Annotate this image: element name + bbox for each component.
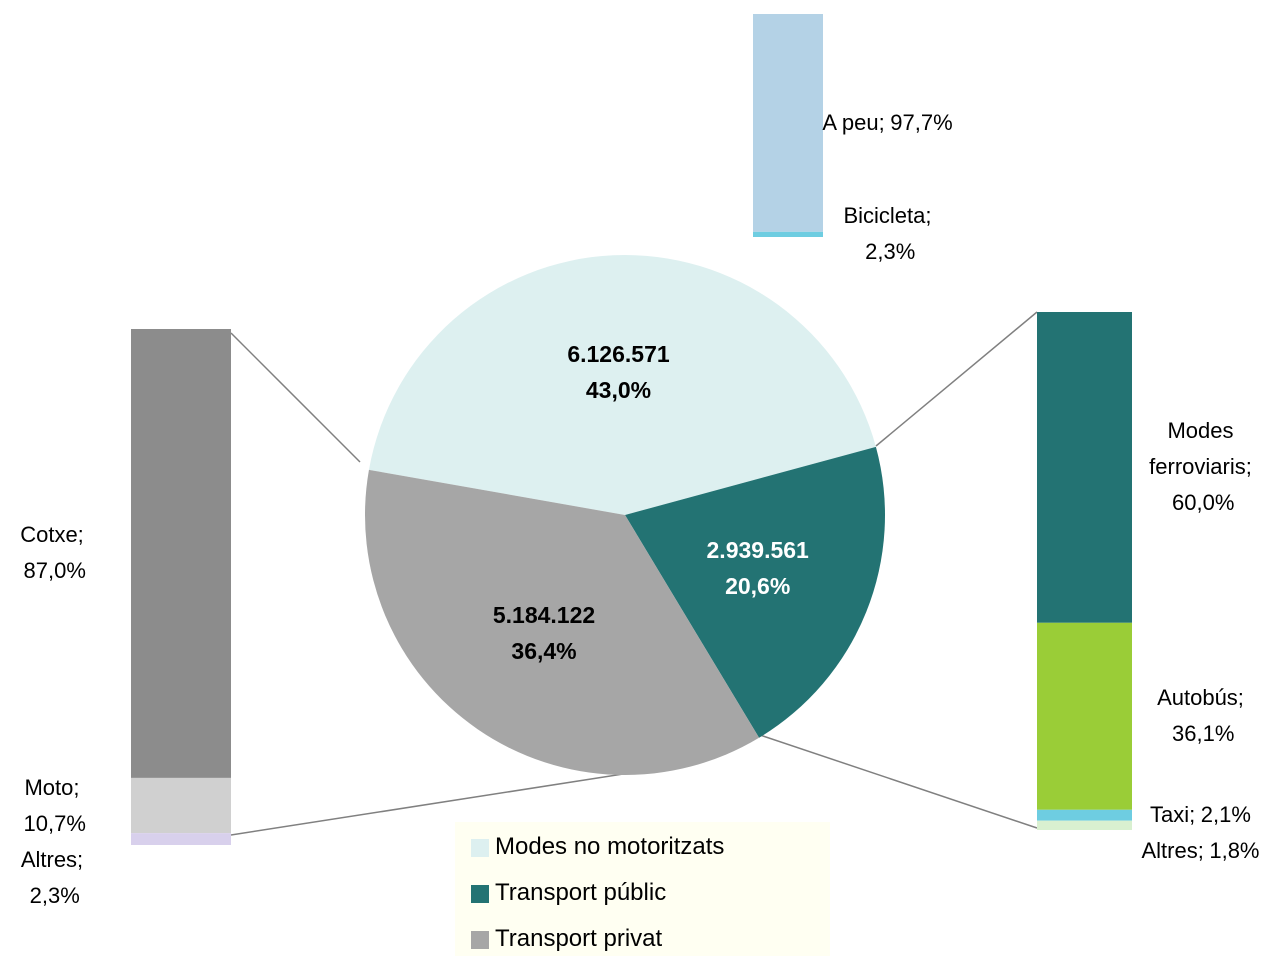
connectors	[230, 311, 1038, 836]
segment-label: Cotxe; 87,0%	[0, 517, 104, 589]
slice-percent: 43,0%	[585, 377, 652, 404]
segment-category: Altres;	[1141, 838, 1204, 864]
connector	[230, 767, 663, 836]
legend-item: Transport públic	[471, 878, 667, 908]
segment-label: Bicicleta; 2,3%	[820, 198, 955, 270]
pie-slice	[368, 254, 876, 515]
bar-segment	[1037, 820, 1132, 830]
segment-value: 60,0%	[1172, 490, 1235, 516]
connector	[875, 311, 1038, 447]
legend-item: Modes no motoritzats	[471, 832, 725, 862]
segment-value: 87,0%	[23, 558, 86, 584]
segment-category: A peu;	[822, 109, 885, 135]
bar-segment	[131, 329, 231, 778]
segment-label: Modes ferroviaris; 60,0%	[1128, 413, 1272, 521]
legend-swatch	[471, 931, 489, 949]
slice-count: 5.184.122	[492, 601, 596, 628]
bar-segment	[1037, 809, 1132, 821]
bar-segment	[131, 777, 231, 834]
slice-percent: 20,6%	[725, 573, 791, 600]
legend-swatch	[471, 839, 489, 857]
bar-segment	[753, 14, 823, 232]
connector	[230, 332, 361, 463]
legend: Modes no motoritzats Transport públic Tran…	[455, 822, 830, 956]
segment-value: 36,1%	[1172, 721, 1235, 747]
slice-label: 5.184.122 36,4%	[444, 597, 644, 669]
bar-segment	[1037, 312, 1132, 623]
segment-label: Taxi; 2,1%	[1128, 797, 1272, 833]
legend-label: Modes no motoritzats	[495, 833, 725, 860]
segment-value: 2,3%	[29, 882, 80, 908]
bar-segment	[753, 231, 823, 237]
pie-slice	[625, 446, 886, 738]
segment-category: Autobús;	[1157, 685, 1244, 711]
segment-label: Moto; 10,7%	[0, 770, 104, 842]
slice-label: 2.939.561 20,6%	[658, 532, 858, 604]
slice-label: 6.126.571 43,0%	[519, 336, 719, 408]
slice-percent: 36,4%	[511, 637, 577, 664]
segment-value: 2,1%	[1200, 802, 1251, 828]
segment-label: Altres; 1,8%	[1128, 833, 1272, 869]
legend-label: Transport privat	[495, 925, 663, 952]
segment-category: Moto;	[24, 774, 80, 800]
legend-label: Transport públic	[495, 879, 667, 906]
segment-category: Taxi;	[1150, 802, 1196, 828]
segment-category: Bicicleta;	[843, 203, 932, 229]
bar-segment	[1037, 622, 1132, 810]
connector	[759, 734, 1038, 829]
segment-value: 1,8%	[1209, 838, 1260, 864]
segment-label: Autobús; 36,1%	[1128, 680, 1272, 752]
segment-value: 10,7%	[23, 810, 86, 836]
bar-segment	[131, 833, 231, 845]
segment-label: Altres; 2,3%	[0, 842, 104, 914]
slice-count: 6.126.571	[567, 341, 670, 368]
legend-swatch	[471, 885, 489, 903]
segment-label: A peu; 97,7%	[820, 105, 955, 141]
segment-value: 2,3%	[865, 239, 916, 265]
pie-slice	[365, 469, 760, 776]
slice-count: 2.939.561	[706, 537, 809, 564]
legend-item: Transport privat	[471, 924, 663, 954]
segment-category: Cotxe;	[20, 522, 84, 548]
segment-value: 97,7%	[890, 109, 953, 135]
segment-category: Altres;	[20, 846, 84, 872]
segment-category: Modes ferroviaris;	[1149, 418, 1252, 480]
